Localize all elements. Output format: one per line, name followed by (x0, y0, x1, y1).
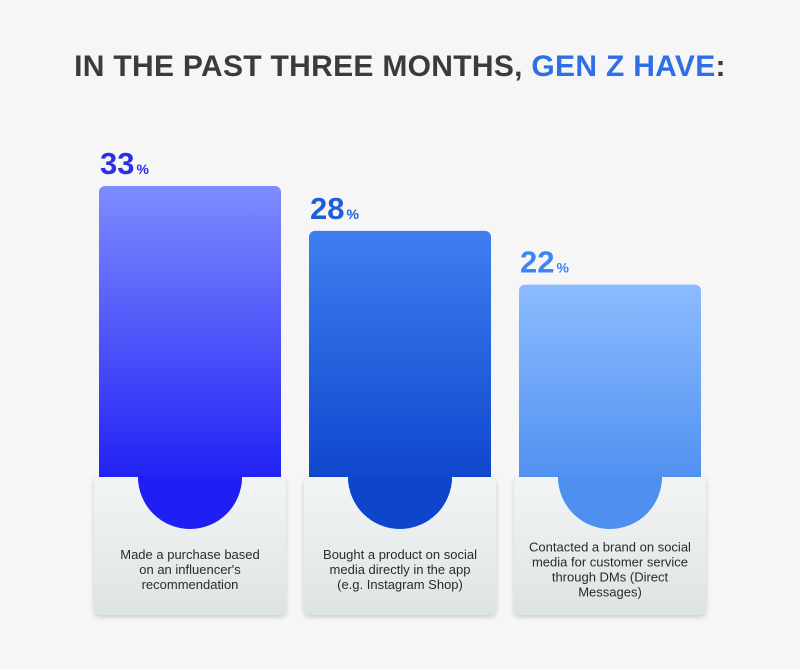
bar-3 (519, 284, 701, 486)
category-label-3: Contacted a brand on social media for cus… (529, 540, 691, 600)
value-label-3: 22% (520, 245, 569, 280)
chart-title-highlight: GEN Z HAVE (531, 50, 716, 83)
category-label-1: Made a purchase based on an influencer's r… (120, 547, 259, 592)
value-label-1: 33% (100, 146, 149, 181)
value-label-2: 28% (310, 191, 359, 226)
chart-title-suffix: : (715, 50, 726, 83)
bars-layer (99, 186, 701, 486)
values-layer: 33 % 28 % 22% (100, 146, 569, 280)
bar-1 (99, 186, 281, 486)
chart-title-prefix: IN THE PAST THREE MONTHS, (74, 50, 532, 83)
bar-bulge-2 (348, 477, 452, 529)
bar-bulge-3 (558, 477, 662, 529)
bar-bulge-1 (138, 477, 242, 529)
category-card-1 (94, 477, 286, 615)
cards-layer: Made a purchase based on an influencer's r… (94, 477, 706, 615)
category-label-2: Bought a product on social media directly… (323, 547, 477, 592)
category-card-2 (304, 477, 496, 615)
category-card-3 (514, 477, 706, 615)
bar-2 (309, 230, 491, 486)
chart-title: IN THE PAST THREE MONTHS, GEN Z HAVE: (0, 50, 800, 84)
